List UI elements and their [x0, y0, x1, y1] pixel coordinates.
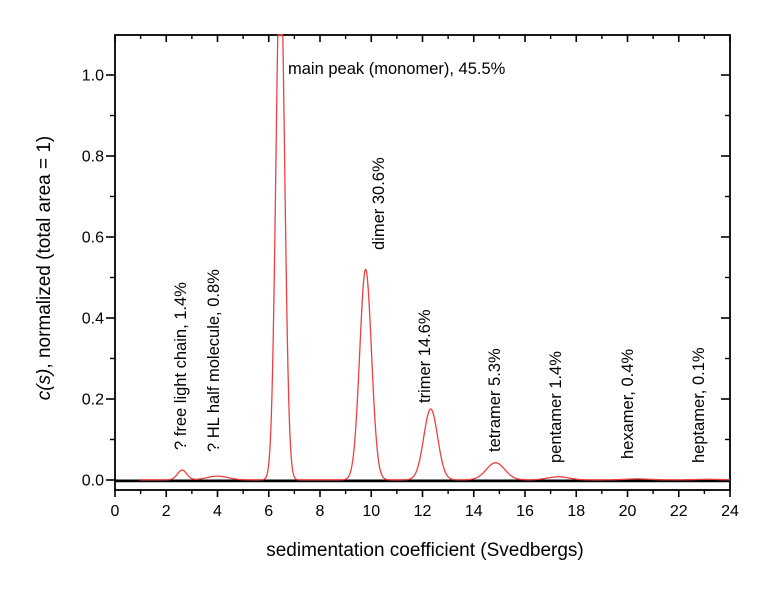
cs-distribution-curve [139, 34, 731, 481]
x-axis-title: sedimentation coefficient (Svedbergs) [266, 540, 584, 561]
x-tick-label: 6 [264, 503, 273, 520]
x-tick-label: 20 [619, 503, 637, 520]
y-tick-label: 0.8 [82, 149, 104, 166]
annotation-heptamer: heptamer, 0.1% [690, 347, 708, 463]
annotation-dimer: dimer 30.6% [370, 157, 388, 250]
x-tick-label: 0 [111, 503, 120, 520]
y-axis-title-rest: , normalized (total area = 1) [34, 136, 55, 369]
annotation-pentamer: pentamer 1.4% [547, 351, 565, 463]
x-tick-label: 8 [316, 503, 325, 520]
x-tick-label: 22 [670, 503, 688, 520]
x-tick-label: 24 [721, 503, 739, 520]
x-tick-label: 14 [465, 503, 483, 520]
y-tick-label: 0.6 [82, 230, 104, 247]
x-tick-label: 10 [362, 503, 380, 520]
x-tick-label: 12 [414, 503, 432, 520]
x-tick-label: 16 [516, 503, 534, 520]
x-tick-label: 2 [162, 503, 171, 520]
annotation-main-peak: main peak (monomer), 45.5% [288, 60, 506, 78]
y-axis-title: c(s), normalized (total area = 1) [34, 136, 55, 401]
x-tick-label: 4 [213, 503, 222, 520]
y-tick-label: 0.0 [82, 473, 104, 490]
x-tick-label: 18 [567, 503, 585, 520]
annotation-tetramer: tetramer 5.3% [486, 348, 504, 452]
y-axis-title-italic-part: c(s) [34, 369, 55, 401]
annotation-free-light-chain: ? free light chain, 1.4% [172, 282, 190, 450]
y-tick-label: 0.4 [82, 311, 104, 328]
plot-layer: 0 2 4 6 8 10 12 14 16 18 20 22 240.00.20.40.60.81.0 [82, 34, 739, 520]
y-tick-label: 1.0 [82, 68, 104, 85]
annotation-trimer: trimer 14.6% [416, 309, 434, 403]
annotation-hl-half-molecule: ? HL half molecule, 0.8% [205, 269, 223, 452]
y-tick-label: 0.2 [82, 392, 104, 409]
annotation-hexamer: hexamer, 0.4% [619, 349, 637, 459]
